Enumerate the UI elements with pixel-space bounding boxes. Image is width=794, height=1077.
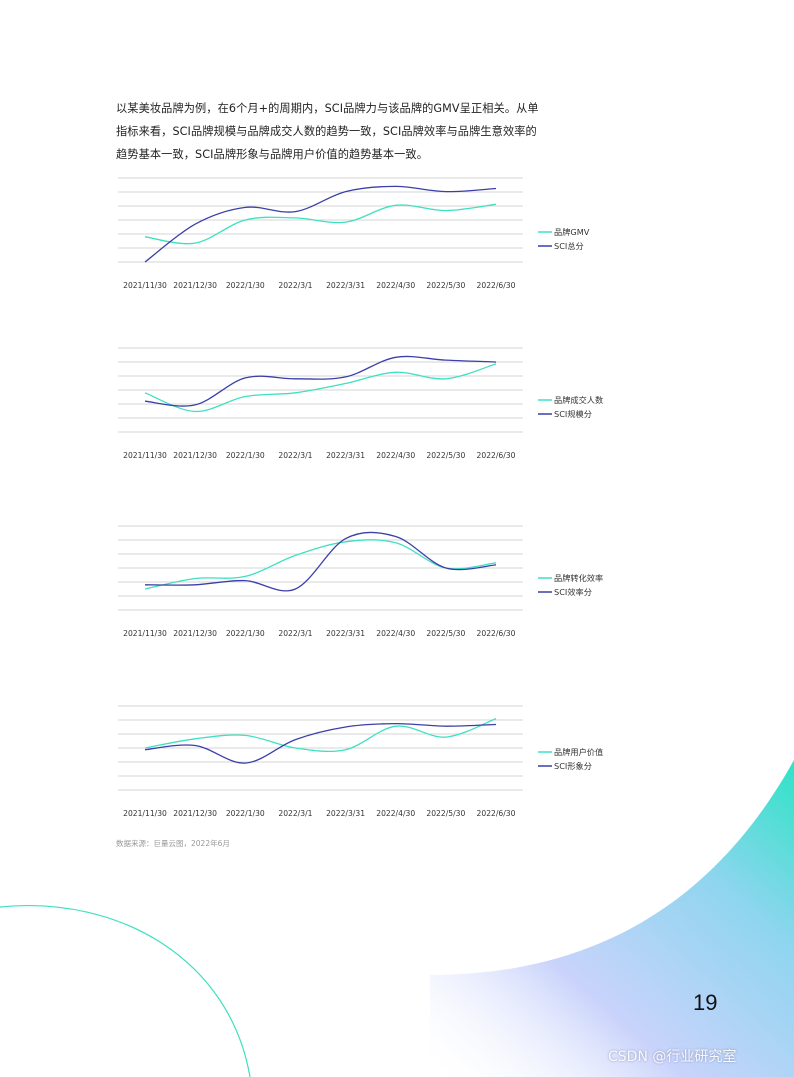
legend-label: 品牌成交人数	[554, 395, 603, 405]
intro-paragraph: 以某美妆品牌为例，在6个月+的周期内，SCI品牌力与该品牌的GMV呈正相关。从单…	[116, 97, 539, 166]
legend-label: SCI规模分	[554, 409, 592, 419]
series-line-0	[144, 717, 497, 753]
legend-label: SCI形象分	[554, 761, 592, 771]
chart-svg: 2021/11/30 2021/12/30 2022/1/30 2022/3/1 202…	[118, 705, 603, 818]
chart-user-value-vs-sci-image: 2021/11/30 2021/12/30 2022/1/30 2022/3/1 202…	[110, 698, 630, 838]
x-tick-label: 2022/3/31	[326, 809, 365, 818]
corner-gradient-shape	[430, 760, 794, 1077]
x-tick-label: 2022/4/30	[376, 451, 415, 460]
legend-label: 品牌GMV	[554, 227, 590, 237]
series-line-1	[144, 355, 497, 407]
x-tick-label: 2022/4/30	[376, 281, 415, 290]
x-tick-label: 2022/5/30	[426, 451, 465, 460]
gridlines	[118, 347, 523, 433]
series-line-1	[144, 722, 497, 764]
x-tick-label: 2021/12/30	[173, 629, 217, 638]
x-tick-label: 2021/11/30	[123, 451, 167, 460]
gridlines	[118, 177, 523, 263]
x-tick-label: 2022/1/30	[226, 629, 265, 638]
x-tick-label: 2022/6/30	[477, 281, 516, 290]
legend-label: 品牌用户价值	[554, 747, 603, 757]
series-line-1	[144, 185, 497, 263]
left-arc-line	[0, 905, 251, 1077]
chart-svg: 2021/11/30 2021/12/30 2022/1/30 2022/3/1 202…	[118, 177, 590, 290]
x-tick-label: 2022/3/31	[326, 281, 365, 290]
x-tick-label: 2022/3/1	[278, 451, 312, 460]
legend: 品牌转化效率 SCI效率分	[538, 573, 603, 597]
x-tick-label: 2021/11/30	[123, 809, 167, 818]
x-tick-label: 2022/6/30	[477, 809, 516, 818]
x-tick-label: 2021/11/30	[123, 629, 167, 638]
x-tick-label: 2022/4/30	[376, 629, 415, 638]
chart-svg: 2021/11/30 2021/12/30 2022/1/30 2022/3/1 202…	[118, 347, 603, 460]
legend: 品牌成交人数 SCI规模分	[538, 395, 603, 419]
x-tick-label: 2021/12/30	[173, 451, 217, 460]
series-line-0	[144, 203, 497, 245]
series-line-0	[144, 363, 497, 413]
chart-conversion-vs-sci-efficiency: 2021/11/30 2021/12/30 2022/1/30 2022/3/1 202…	[110, 518, 630, 658]
x-tick-label: 2022/6/30	[477, 629, 516, 638]
intro-line: 指标来看，SCI品牌规模与品牌成交人数的趋势一致，SCI品牌效率与品牌生意效率的	[116, 125, 537, 138]
x-tick-label: 2022/3/1	[278, 281, 312, 290]
legend: 品牌GMV SCI总分	[538, 227, 590, 251]
x-tick-label: 2022/3/31	[326, 451, 365, 460]
x-tick-label: 2021/11/30	[123, 281, 167, 290]
data-source-note: 数据来源：巨量云图，2022年6月	[116, 839, 230, 848]
chart-svg: 2021/11/30 2021/12/30 2022/1/30 2022/3/1 202…	[118, 525, 603, 638]
x-tick-label: 2022/3/1	[278, 629, 312, 638]
x-tick-label: 2022/5/30	[426, 809, 465, 818]
x-tick-label: 2022/5/30	[426, 629, 465, 638]
x-tick-label: 2022/1/30	[226, 809, 265, 818]
x-tick-label: 2022/5/30	[426, 281, 465, 290]
gridlines	[118, 525, 523, 611]
page-number: 19	[693, 990, 718, 1015]
intro-line: 以某美妆品牌为例，在6个月+的周期内，SCI品牌力与该品牌的GMV呈正相关。从单	[116, 102, 539, 115]
x-tick-label: 2022/4/30	[376, 809, 415, 818]
gridlines	[118, 705, 523, 791]
legend: 品牌用户价值 SCI形象分	[538, 747, 603, 771]
intro-line: 趋势基本一致，SCI品牌形象与品牌用户价值的趋势基本一致。	[116, 148, 428, 161]
legend-label: SCI总分	[554, 241, 584, 251]
x-tick-label: 2022/1/30	[226, 451, 265, 460]
x-tick-label: 2021/12/30	[173, 809, 217, 818]
x-tick-label: 2022/6/30	[477, 451, 516, 460]
watermark: CSDN @行业研究室	[608, 1049, 737, 1065]
legend-label: SCI效率分	[554, 587, 592, 597]
x-tick-label: 2021/12/30	[173, 281, 217, 290]
x-tick-label: 2022/1/30	[226, 281, 265, 290]
chart-gmv-vs-sci-total: 2021/11/30 2021/12/30 2022/1/30 2022/3/1 202…	[110, 170, 630, 310]
x-tick-label: 2022/3/1	[278, 809, 312, 818]
chart-buyers-vs-sci-scale: 2021/11/30 2021/12/30 2022/1/30 2022/3/1 202…	[110, 340, 630, 480]
legend-label: 品牌转化效率	[554, 573, 603, 583]
series-line-1	[144, 531, 497, 592]
x-tick-label: 2022/3/31	[326, 629, 365, 638]
